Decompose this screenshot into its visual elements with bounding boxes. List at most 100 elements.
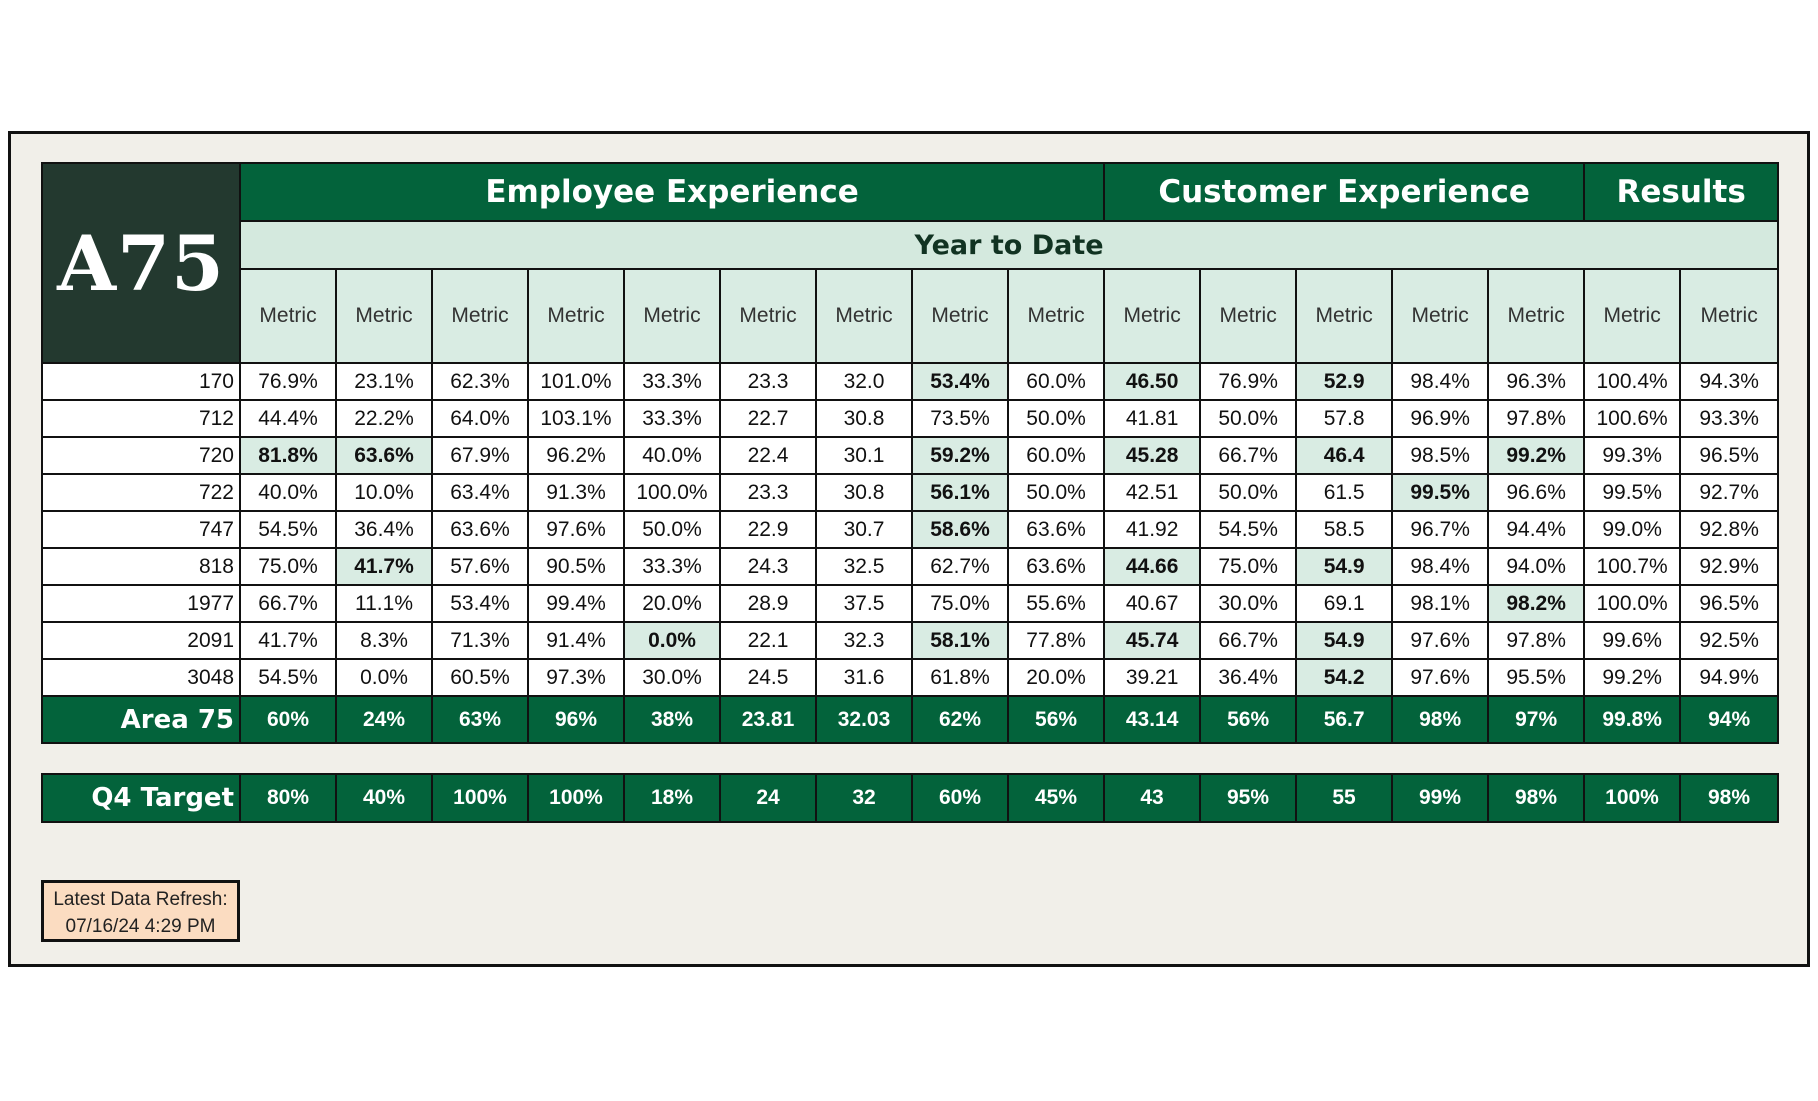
metric-header: Metric <box>1103 268 1202 364</box>
table-cell: 96.5% <box>1679 436 1780 475</box>
table-cell: 100.0% <box>623 473 721 512</box>
table-cell: 44.66 <box>1103 547 1202 586</box>
table-cell: 30.8 <box>815 399 913 438</box>
table-cell: 100.7% <box>1583 547 1682 586</box>
table-cell: 98.2% <box>1487 584 1586 623</box>
target-cell: 100% <box>527 773 625 823</box>
table-cell: 23.3 <box>719 473 817 512</box>
table-cell: 63.6% <box>431 510 529 549</box>
table-cell: 99.3% <box>1583 436 1682 475</box>
summary-cell: 63% <box>431 695 529 744</box>
refresh-timestamp: 07/16/24 4:29 PM <box>65 916 216 937</box>
summary-cell: 56% <box>1006 695 1106 744</box>
table-cell: 46.50 <box>1103 362 1202 401</box>
target-cell: 24 <box>719 773 817 823</box>
table-cell: 55.6% <box>1006 584 1106 623</box>
table-cell: 66.7% <box>1199 621 1298 660</box>
table-cell: 30.0% <box>1199 584 1298 623</box>
table-cell: 52.9 <box>1295 362 1394 401</box>
table-cell: 50.0% <box>623 510 721 549</box>
target-cell: 55 <box>1295 773 1393 823</box>
table-cell: 67.9% <box>431 436 529 475</box>
table-cell: 61.8% <box>911 658 1009 697</box>
table-cell: 0.0% <box>335 658 433 697</box>
table-cell: 91.3% <box>527 473 625 512</box>
table-cell: 71.3% <box>431 621 529 660</box>
table-cell: 22.7 <box>719 399 817 438</box>
table-cell: 99.5% <box>1391 473 1490 512</box>
target-cell: 60% <box>911 773 1009 823</box>
table-cell: 62.7% <box>911 547 1009 586</box>
period-label: Year to Date <box>238 220 1780 270</box>
table-cell: 40.67 <box>1103 584 1202 623</box>
target-cell: 95% <box>1199 773 1297 823</box>
table-cell: 11.1% <box>335 584 433 623</box>
row-label: 747 <box>41 510 241 549</box>
area-summary-row: Area 75 60% 24% 63% 96% 38% 23.81 32.03 62% 56% 43… <box>41 695 1780 744</box>
summary-cell: 60% <box>239 695 337 744</box>
table-cell: 58.1% <box>911 621 1009 660</box>
table-cell: 97.8% <box>1487 621 1586 660</box>
table-row: 720 81.8% 63.6% 67.9% 96.2% 40.0% 22.4 30.1 59.2… <box>41 436 1780 475</box>
table-cell: 94.0% <box>1487 547 1586 586</box>
table-cell: 23.3 <box>719 362 817 401</box>
table-cell: 41.92 <box>1103 510 1202 549</box>
table-cell: 94.4% <box>1487 510 1586 549</box>
table-cell: 57.6% <box>431 547 529 586</box>
target-cell: 32 <box>815 773 913 823</box>
table-cell: 95.5% <box>1487 658 1586 697</box>
table-cell: 60.5% <box>431 658 529 697</box>
table-cell: 56.1% <box>911 473 1009 512</box>
table-cell: 45.74 <box>1103 621 1202 660</box>
q4-target-table: Q4 Target 80% 40% 100% 100% 18% 24 32 60% 45% 43 9… <box>41 773 1779 823</box>
summary-cell: 94% <box>1679 695 1780 744</box>
table-cell: 99.4% <box>527 584 625 623</box>
table-cell: 100.6% <box>1583 399 1682 438</box>
table-cell: 10.0% <box>335 473 433 512</box>
table-cell: 69.1 <box>1295 584 1394 623</box>
table-cell: 54.2 <box>1295 658 1394 697</box>
table-cell: 54.9 <box>1295 621 1394 660</box>
table-cell: 60.0% <box>1006 362 1106 401</box>
table-cell: 24.3 <box>719 547 817 586</box>
table-cell: 33.3% <box>623 547 721 586</box>
table-cell: 60.0% <box>1006 436 1106 475</box>
table-cell: 30.7 <box>815 510 913 549</box>
table-cell: 8.3% <box>335 621 433 660</box>
table-cell: 50.0% <box>1006 473 1106 512</box>
table-cell: 28.9 <box>719 584 817 623</box>
table-row: 722 40.0% 10.0% 63.4% 91.3% 100.0% 23.3 30.8 56.… <box>41 473 1780 512</box>
table-row: 818 75.0% 41.7% 57.6% 90.5% 33.3% 24.3 32.5 62.7… <box>41 547 1780 586</box>
table-cell: 98.4% <box>1391 362 1490 401</box>
metric-header: Metric <box>815 268 913 364</box>
table-cell: 50.0% <box>1199 399 1298 438</box>
row-label: 2091 <box>41 621 241 660</box>
table-cell: 96.9% <box>1391 399 1490 438</box>
table-cell: 33.3% <box>623 399 721 438</box>
target-cell: 100% <box>1583 773 1681 823</box>
table-cell: 53.4% <box>431 584 529 623</box>
target-cell: 18% <box>623 773 721 823</box>
table-cell: 66.7% <box>1199 436 1298 475</box>
table-cell: 75.0% <box>911 584 1009 623</box>
table-cell: 66.7% <box>239 584 337 623</box>
table-cell: 103.1% <box>527 399 625 438</box>
table-cell: 22.1 <box>719 621 817 660</box>
metric-header: Metric <box>1487 268 1586 364</box>
table-cell: 99.6% <box>1583 621 1682 660</box>
table-cell: 99.2% <box>1487 436 1586 475</box>
table-cell: 41.7% <box>239 621 337 660</box>
table-cell: 54.9 <box>1295 547 1394 586</box>
summary-cell: 99.8% <box>1583 695 1682 744</box>
table-cell: 77.8% <box>1006 621 1106 660</box>
table-cell: 97.6% <box>1391 621 1490 660</box>
table-cell: 32.5 <box>815 547 913 586</box>
summary-cell: 38% <box>623 695 721 744</box>
row-label: 818 <box>41 547 241 586</box>
table-row: 170 76.9% 23.1% 62.3% 101.0% 33.3% 23.3 32.0 53.… <box>41 362 1780 401</box>
summary-cell: 97% <box>1487 695 1586 744</box>
table-cell: 96.3% <box>1487 362 1586 401</box>
table-cell: 31.6 <box>815 658 913 697</box>
table-cell: 81.8% <box>239 436 337 475</box>
table-cell: 76.9% <box>239 362 337 401</box>
